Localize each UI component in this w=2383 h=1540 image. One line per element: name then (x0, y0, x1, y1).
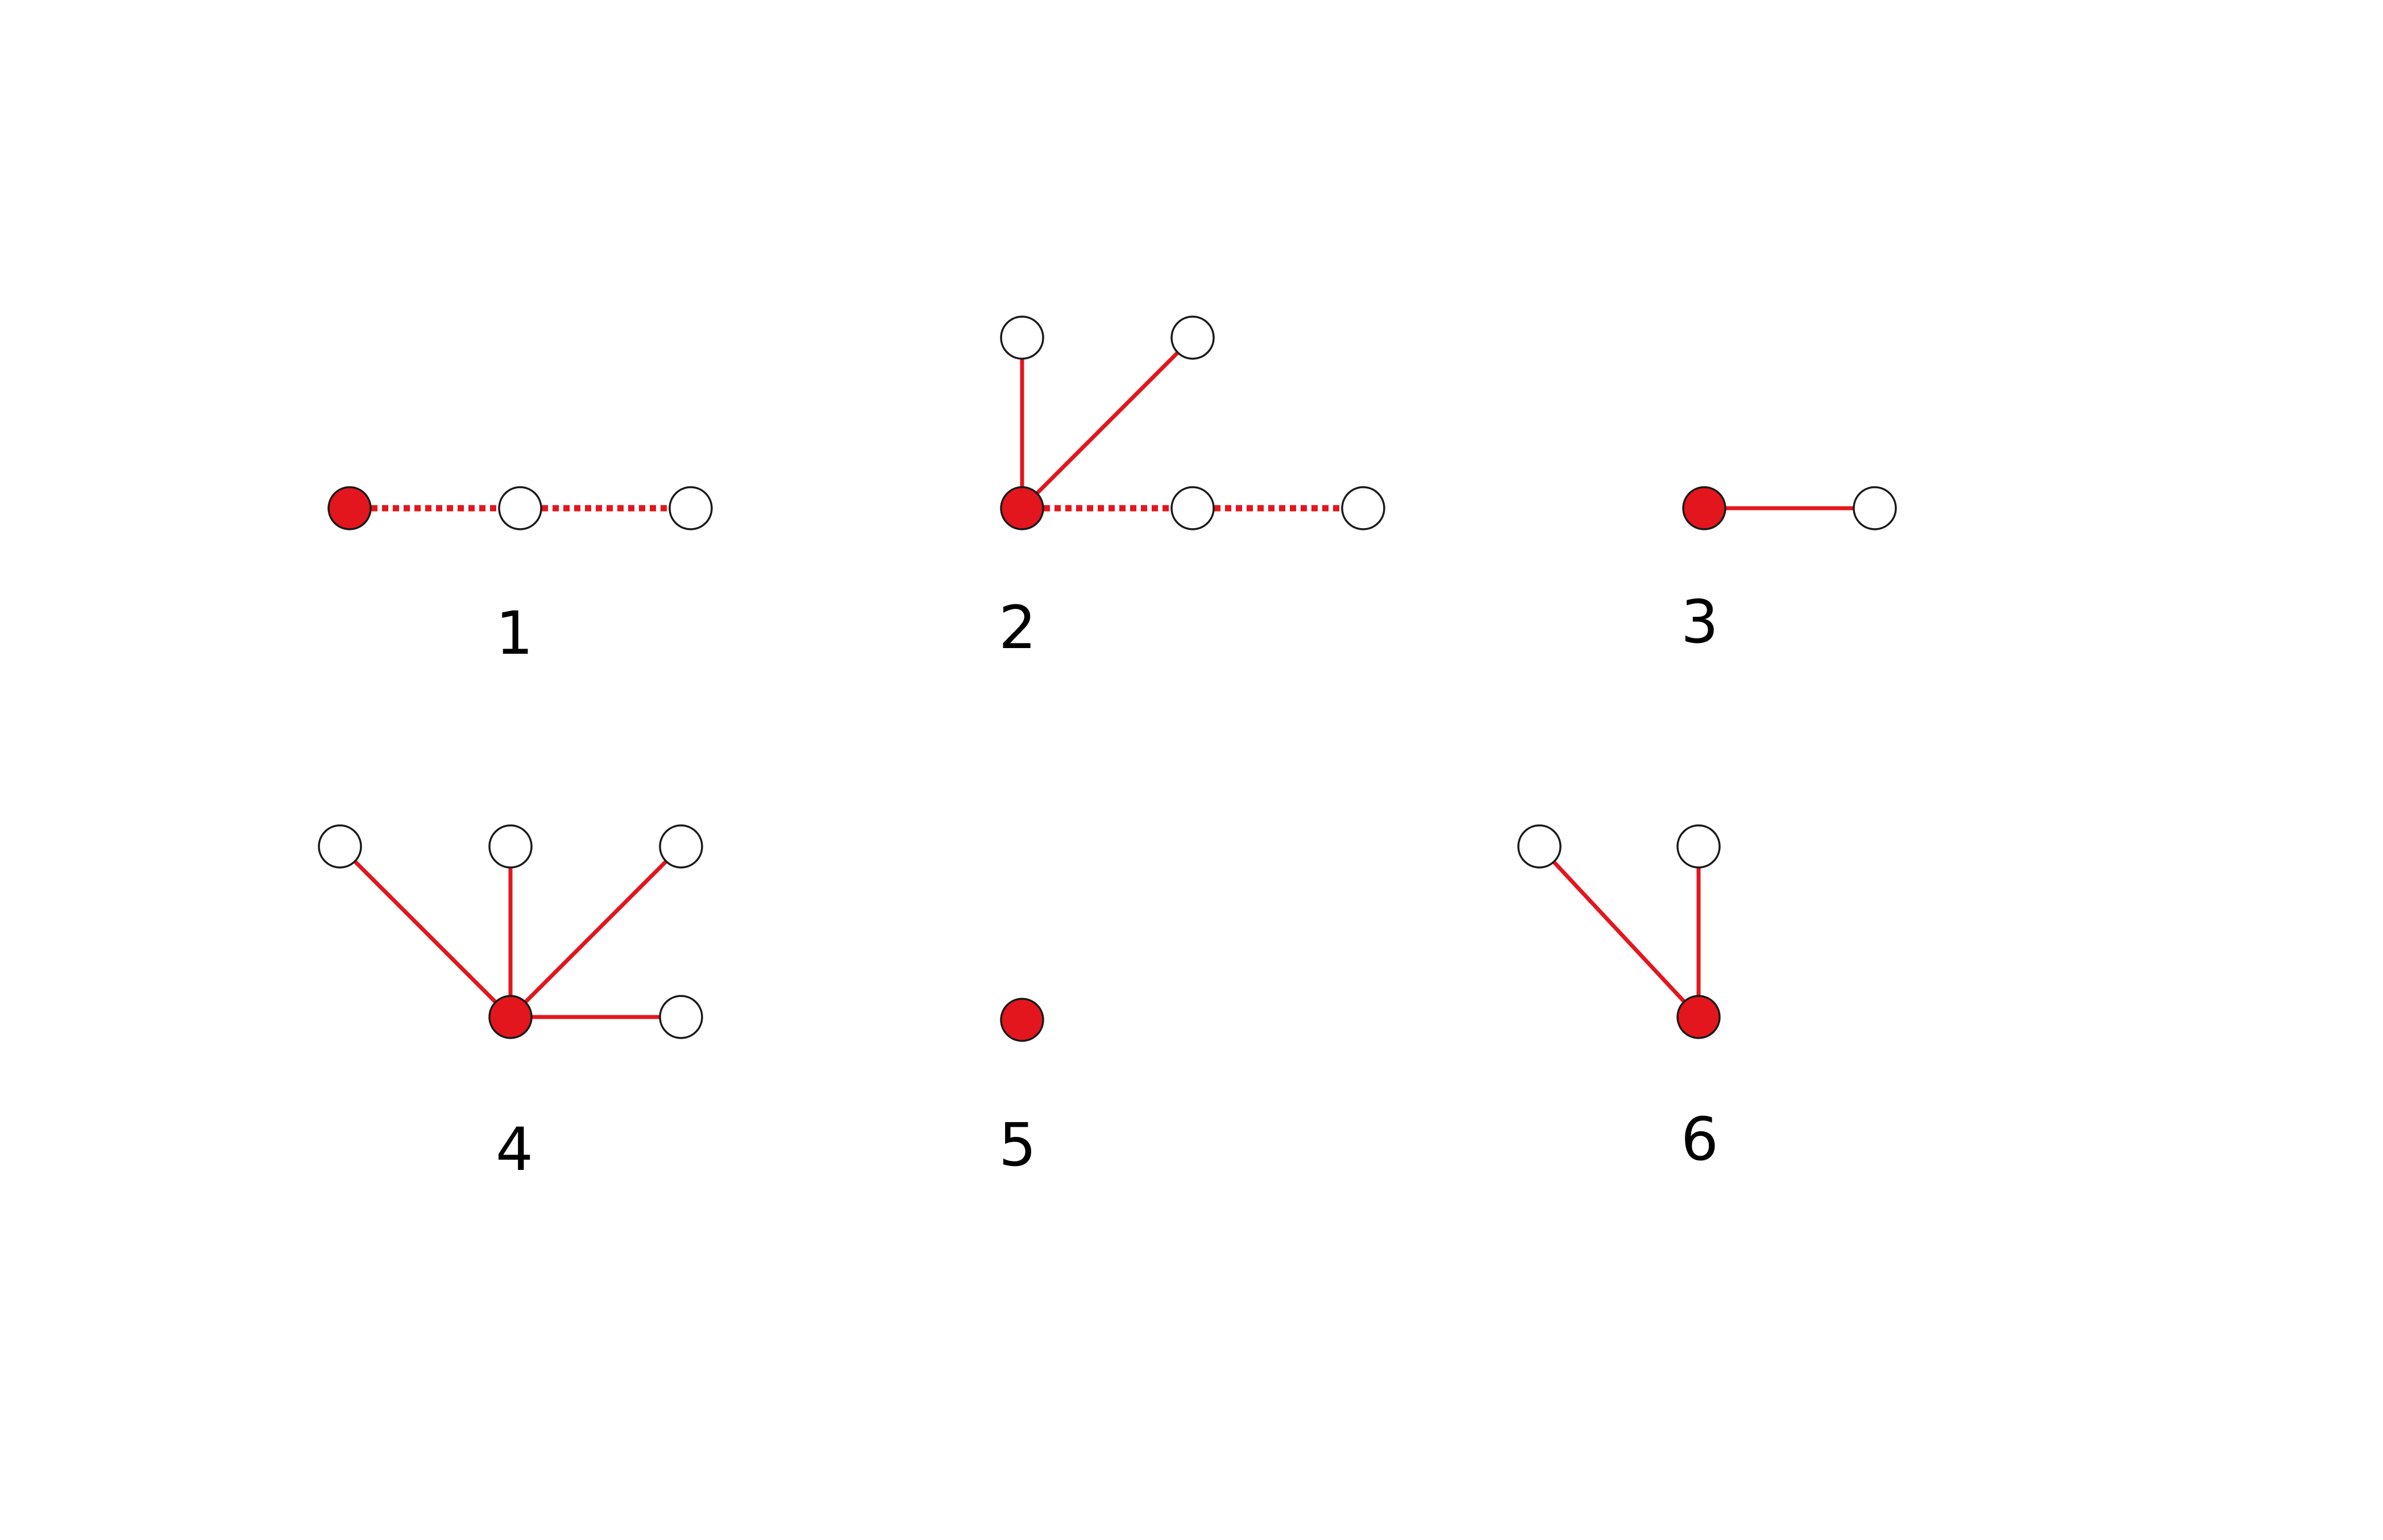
panel-3: 3 (1681, 486, 1897, 657)
panel-6-label: 6 (1681, 1105, 1718, 1174)
panel-6-solid-edge (1538, 845, 1700, 1019)
panel-4: 4 (318, 824, 703, 1184)
panel-6-top-node (1676, 824, 1721, 869)
panel-5: 5 (999, 998, 1044, 1180)
panel-1-label: 1 (496, 599, 533, 668)
panel-5-center-node (1000, 998, 1044, 1042)
panel-3-label: 3 (1681, 587, 1718, 657)
panel-2-solid-edge (1020, 336, 1194, 510)
panel-4-right-node (659, 995, 703, 1039)
panel-1: 1 (327, 486, 713, 668)
panel-4-top-right-node (659, 824, 703, 869)
panel-5-label: 5 (999, 1110, 1036, 1180)
panel-6-center-node (1676, 995, 1721, 1039)
panel-2-top-node (1000, 316, 1044, 360)
panel-4-center-node (488, 995, 533, 1039)
panel-6-top-left-node (1517, 824, 1562, 869)
panel-4-top-left-node (318, 824, 362, 869)
panel-1-far-right-node (669, 486, 713, 530)
panel-3-right-node (1853, 486, 1897, 530)
panel-2-top-right-node (1170, 316, 1215, 360)
panel-3-center-node (1682, 486, 1726, 530)
panel-4-solid-edge (509, 845, 683, 1019)
panel-1-center-node (327, 486, 372, 530)
panel-4-label: 4 (496, 1115, 533, 1184)
panel-4-solid-edge (338, 845, 512, 1019)
panel-6: 6 (1517, 824, 1721, 1174)
panel-1-right-node (498, 486, 542, 530)
panel-2-label: 2 (999, 593, 1036, 662)
panel-2-right-node (1170, 486, 1215, 530)
panel-2-far-right-node (1341, 486, 1385, 530)
panel-2-center-node (1000, 486, 1044, 530)
panel-4-top-node (488, 824, 533, 869)
panel-2: 2 (999, 316, 1385, 662)
